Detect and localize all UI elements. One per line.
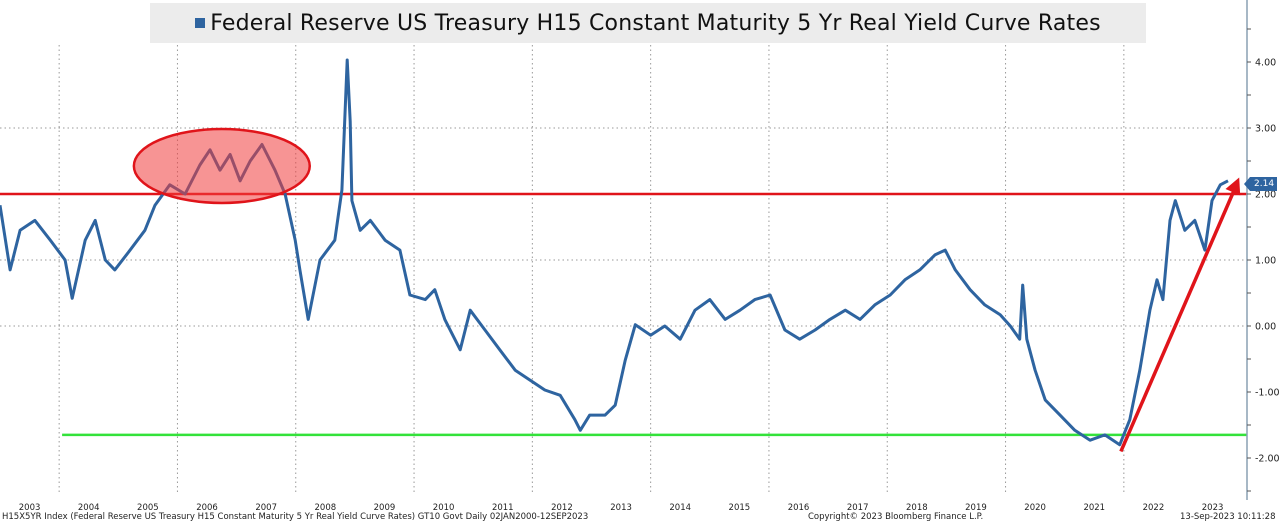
y-tick-label: -1.00: [1255, 388, 1280, 399]
y-tick-label: 1.00: [1255, 256, 1276, 267]
x-tick-label: 2004: [78, 503, 100, 513]
grid: [0, 45, 1247, 495]
y-tick-label: 4.00: [1255, 58, 1276, 69]
legend-marker: [195, 18, 206, 28]
red-arrow-line: [1119, 184, 1238, 453]
footer-source: H15X5YR Index (Federal Reserve US Treasu…: [2, 512, 589, 522]
x-tick-label: 2016: [788, 503, 810, 513]
x-tick-label: 2021: [1083, 503, 1105, 513]
x-tick-label: 2018: [906, 503, 928, 513]
x-tick-label: 2006: [196, 503, 218, 513]
last-value-tag: 2.14: [1243, 177, 1278, 191]
x-tick-label: 2022: [1143, 503, 1165, 513]
x-tick-label: 2012: [551, 503, 573, 513]
x-tick-label: 2011: [492, 503, 514, 513]
series-line: [0, 58, 1229, 447]
y-tick-label: 3.00: [1255, 124, 1276, 135]
x-tick-label: 2008: [315, 503, 337, 513]
series: [0, 58, 1229, 447]
x-axis: 2003 2004 2005 2006 2007 2008 2009 2010 2011 2012…: [19, 503, 1224, 513]
x-tick-label: 2003: [19, 503, 41, 513]
x-tick-label: 2007: [255, 503, 277, 513]
y-tick-label: 2.00: [1255, 190, 1276, 201]
footer-copyright: Copyright© 2023 Bloomberg Finance L.P.: [808, 512, 984, 522]
x-tick-label: 2013: [610, 503, 632, 513]
x-tick-label: 2020: [1024, 503, 1046, 513]
annotations: [132, 127, 1241, 453]
reference-lines: [0, 192, 1247, 437]
x-tick-label: 2019: [965, 503, 987, 513]
x-tick-label: 2023: [1202, 503, 1224, 513]
red-ellipse-highlight: [132, 127, 311, 205]
x-tick-label: 2010: [433, 503, 455, 513]
red-arrow-head: [1225, 177, 1241, 196]
x-tick-label: 2009: [374, 503, 396, 513]
x-tick-label: 2005: [137, 503, 159, 513]
footer-timestamp: 13-Sep-2023 10:11:28: [1180, 512, 1276, 522]
x-tick-label: 2017: [847, 503, 869, 513]
y-tick-label: -2.00: [1255, 454, 1280, 465]
chart-title: Federal Reserve US Treasury H15 Constant…: [150, 3, 1146, 43]
x-tick-label: 2015: [729, 503, 751, 513]
chart-title-text: Federal Reserve US Treasury H15 Constant…: [210, 10, 1101, 36]
y-tick-label: 0.00: [1255, 322, 1276, 333]
y-axis: 4.00 3.00 2.00 1.00 0.00 -1.00 -2.00: [1246, 0, 1280, 500]
x-tick-label: 2014: [669, 503, 691, 513]
